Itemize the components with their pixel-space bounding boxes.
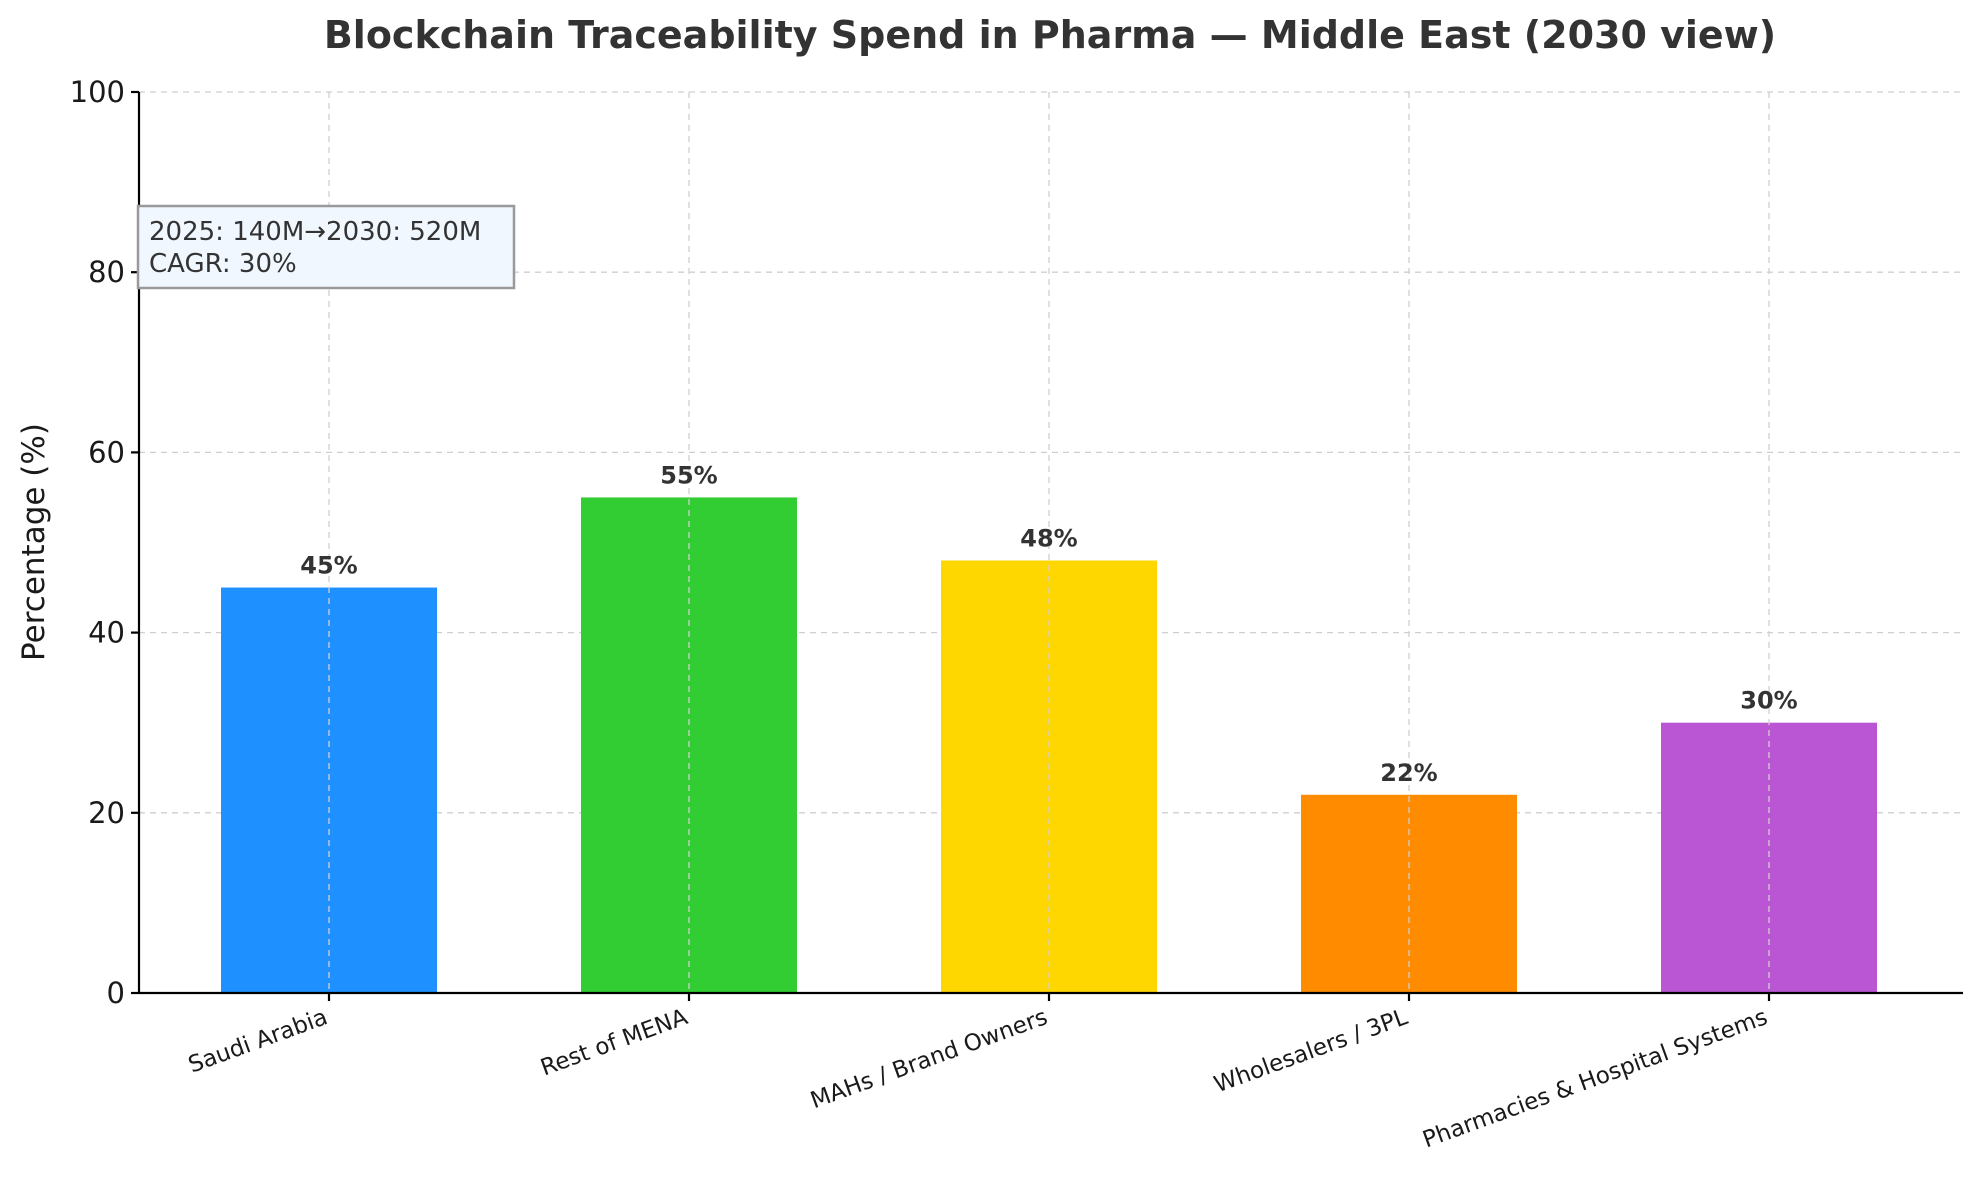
y-tick-label: 80 (88, 255, 125, 289)
annotation-line-1: 2025: 140M→2030: 520M (149, 217, 481, 247)
bar-value-label: 45% (300, 552, 357, 580)
x-tick-label: Saudi Arabia (185, 1004, 331, 1078)
bar-value-label: 48% (1020, 525, 1077, 553)
y-tick-label: 60 (88, 435, 125, 469)
annotation-background (136, 204, 516, 290)
annotation-box: 2025: 140M→2030: 520M CAGR: 30% (136, 204, 516, 290)
x-tick-label: Pharmacies & Hospital Systems (1419, 1004, 1771, 1153)
x-tick-label: Rest of MENA (537, 1004, 691, 1081)
x-tick-label: MAHs / Brand Owners (807, 1004, 1051, 1114)
bar-value-labels: 45% 55% 48% 22% 30% (300, 461, 1797, 786)
bars (221, 92, 1877, 993)
y-axis-label: Percentage (%) (16, 423, 52, 661)
y-tick-label: 40 (88, 616, 125, 650)
bar-value-label: 30% (1740, 687, 1797, 715)
y-tick-label: 0 (107, 976, 125, 1010)
chart-title: Blockchain Traceability Spend in Pharma … (324, 13, 1776, 57)
bar-value-label: 55% (660, 461, 717, 489)
bar (1301, 794, 1517, 993)
y-tick-label: 100 (70, 75, 125, 109)
x-tick-label: Wholesalers / 3PL (1211, 1004, 1411, 1098)
grid-lines (139, 91, 1963, 814)
annotation-line-2: CAGR: 30% (149, 249, 297, 279)
y-tick-label: 20 (88, 796, 125, 830)
bar-value-label: 22% (1380, 759, 1437, 787)
